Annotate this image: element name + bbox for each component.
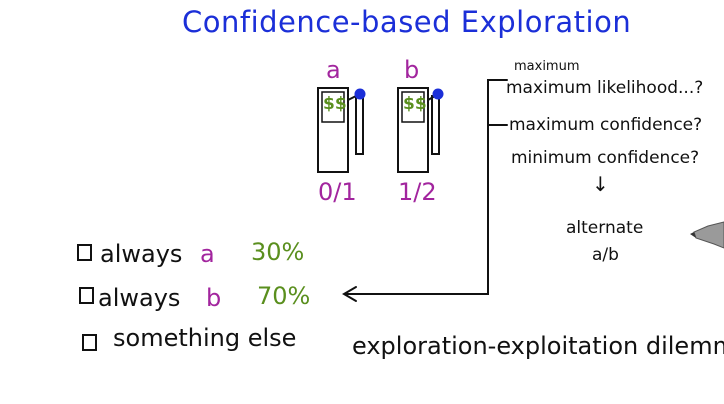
arrow-down-icon: ↓: [592, 172, 609, 196]
note-maximum-likelihood: maximum likelihood...?: [506, 78, 704, 98]
option-checkbox-always-a[interactable]: [77, 244, 92, 261]
machine-a-score: 0/1: [318, 178, 357, 206]
page-title: Confidence-based Exploration: [182, 5, 632, 39]
pen-icon: [690, 221, 724, 249]
dilemma-caption: exploration-exploitation dilemma: [352, 332, 724, 360]
option-checkbox-always-b[interactable]: [79, 287, 94, 304]
note-minimum-confidence: minimum confidence?: [511, 148, 700, 168]
slot-machine-b: [397, 87, 444, 173]
option-text-always-a: always: [100, 240, 183, 268]
option-choice-a: a: [200, 240, 215, 268]
option-choice-b: b: [206, 284, 222, 312]
option-text-always-b: always: [98, 284, 181, 312]
note-maximum: maximum: [514, 59, 580, 74]
lever-knob-a: [354, 88, 366, 100]
option-percent-b: 70%: [257, 282, 311, 310]
lever-knob-b: [432, 88, 444, 100]
note-alternate: alternate: [566, 218, 644, 238]
note-alternate-ab: a/b: [592, 245, 619, 265]
slot-machine-a: [317, 87, 366, 173]
option-percent-a: 30%: [251, 238, 305, 266]
machine-a-label: a: [326, 56, 341, 84]
bracket-arrow: [342, 79, 508, 302]
option-checkbox-something-else[interactable]: [82, 334, 97, 351]
option-text-something-else: something else: [113, 324, 297, 352]
note-maximum-confidence: maximum confidence?: [509, 115, 703, 135]
machine-a-symbol: $$: [323, 94, 347, 114]
machine-b-label: b: [404, 56, 420, 84]
machine-b-score: 1/2: [398, 178, 437, 206]
machine-b-symbol: $$: [403, 94, 427, 114]
